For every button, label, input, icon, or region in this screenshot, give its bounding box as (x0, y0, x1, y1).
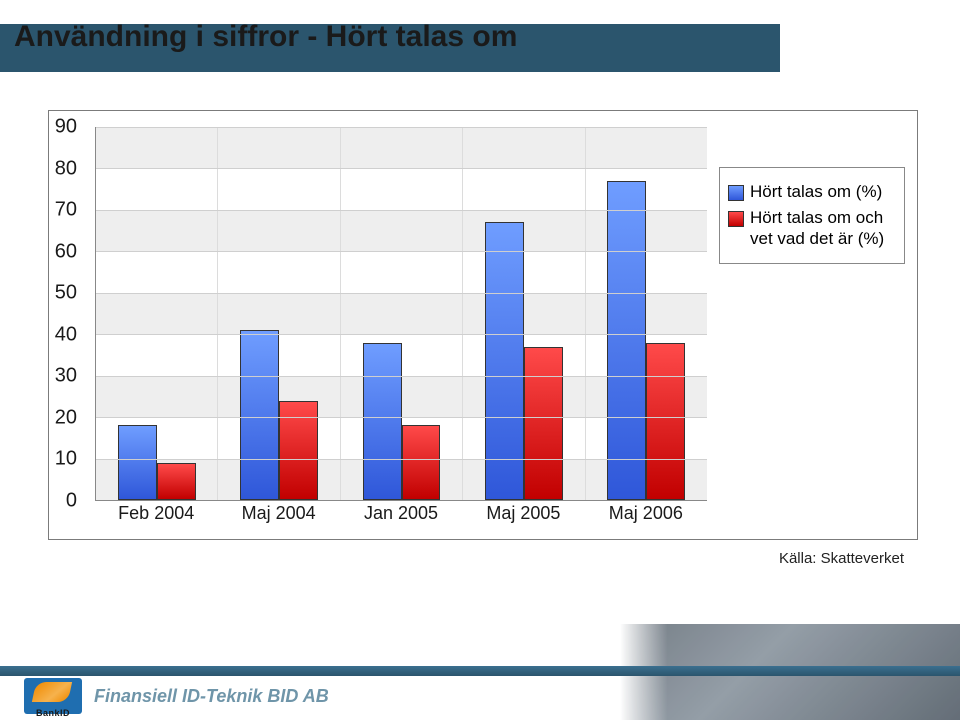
chart-body: 0102030405060708090 Feb 2004Maj 2004Jan … (61, 127, 905, 527)
gridline (96, 376, 707, 377)
gridline (96, 417, 707, 418)
x-tick-label: Maj 2005 (462, 503, 584, 527)
legend-label: Hört talas om och vet vad det är (%) (750, 208, 896, 249)
bar (118, 425, 157, 500)
footer-band (0, 666, 960, 676)
bar (607, 181, 646, 500)
bar (524, 347, 563, 500)
bar-group (463, 127, 585, 500)
x-axis-labels: Feb 2004Maj 2004Jan 2005Maj 2005Maj 2006 (95, 503, 707, 527)
bar-groups (96, 127, 707, 500)
bar (279, 401, 318, 500)
y-tick-label: 70 (55, 199, 77, 222)
bar (240, 330, 279, 500)
gridline (96, 334, 707, 335)
x-tick-label: Feb 2004 (95, 503, 217, 527)
bar-group (586, 127, 707, 500)
gridline (96, 293, 707, 294)
y-axis-labels: 0102030405060708090 (55, 127, 87, 501)
y-tick-label: 20 (55, 406, 77, 429)
x-tick-label: Maj 2006 (585, 503, 707, 527)
y-tick-label: 50 (55, 282, 77, 305)
y-tick-label: 60 (55, 240, 77, 263)
bar (157, 463, 196, 500)
y-tick-label: 0 (66, 490, 77, 513)
slide: { "title": "Användning i siffror - Hört … (0, 0, 960, 720)
slide-title: Användning i siffror - Hört talas om (14, 20, 517, 54)
legend: Hört talas om (%) Hört talas om och vet v… (719, 167, 905, 264)
y-tick-label: 90 (55, 116, 77, 139)
footer-left: BankID Finansiell ID-Teknik BID AB (24, 676, 329, 716)
bar (402, 425, 441, 500)
footer: BankID Finansiell ID-Teknik BID AB (0, 620, 960, 720)
bar-group (341, 127, 463, 500)
y-tick-label: 40 (55, 323, 77, 346)
bar-group (218, 127, 340, 500)
x-tick-label: Jan 2005 (340, 503, 462, 527)
legend-item: Hört talas om och vet vad det är (%) (728, 208, 896, 249)
plot-zone: 0102030405060708090 Feb 2004Maj 2004Jan … (61, 127, 707, 527)
y-tick-label: 10 (55, 448, 77, 471)
bar (363, 343, 402, 500)
bankid-logo: BankID (24, 676, 82, 716)
x-tick-label: Maj 2004 (217, 503, 339, 527)
gridline (96, 210, 707, 211)
gridline (96, 127, 707, 128)
bar-group (96, 127, 218, 500)
y-tick-label: 30 (55, 365, 77, 388)
chart-container: 0 10 20 30 40 50 60 70 80 90 Feb 2004Maj 2004Jan … (48, 110, 918, 540)
legend-swatch (728, 211, 744, 227)
gridline (96, 459, 707, 460)
legend-item: Hört talas om (%) (728, 182, 896, 202)
legend-label: Hört talas om (%) (750, 182, 882, 202)
company-name: Finansiell ID-Teknik BID AB (94, 686, 329, 707)
plot-area (95, 127, 707, 501)
bar (646, 343, 685, 500)
y-tick-label: 80 (55, 157, 77, 180)
bankid-logo-text: BankID (24, 708, 82, 718)
legend-swatch (728, 185, 744, 201)
gridline (96, 251, 707, 252)
gridline (96, 168, 707, 169)
source-label: Källa: Skatteverket (779, 550, 904, 567)
